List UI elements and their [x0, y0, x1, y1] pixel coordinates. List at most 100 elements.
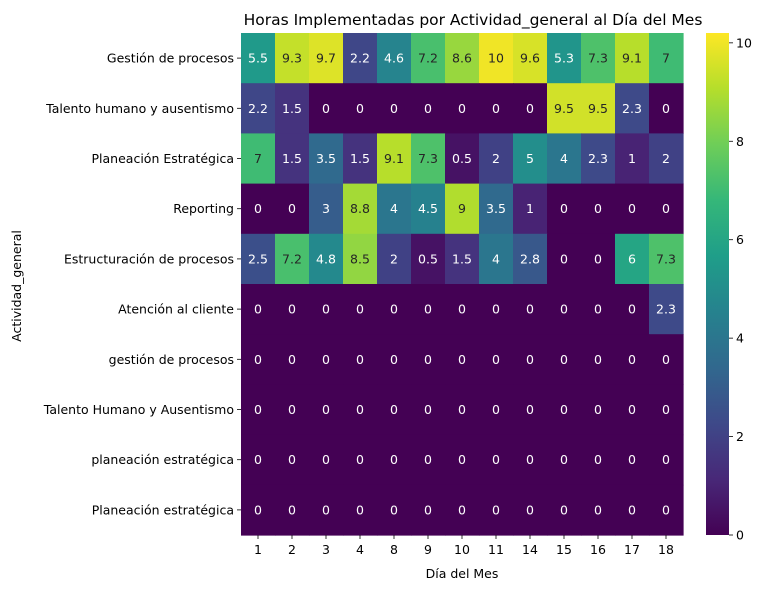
- cell-value-label: 0: [458, 452, 466, 467]
- cell-value-label: 0: [662, 502, 670, 517]
- cell-value-label: 0: [594, 502, 602, 517]
- cell-value-label: 0: [594, 251, 602, 266]
- heatmap-cell: [445, 233, 480, 285]
- heatmap-cell: [309, 334, 344, 385]
- heatmap-cell: [581, 33, 616, 84]
- cell-value-label: 9.5: [554, 101, 574, 116]
- heatmap-cell: [649, 183, 684, 235]
- cell-value-label: 0: [526, 352, 534, 367]
- heatmap-cell: [479, 384, 514, 436]
- heatmap-cell: [547, 434, 582, 486]
- cell-value-label: 0: [322, 352, 330, 367]
- x-tick-label: 15: [556, 542, 572, 557]
- cell-value-label: 0.5: [418, 251, 438, 266]
- heatmap-cell: [445, 384, 480, 436]
- cell-value-label: 2: [662, 151, 670, 166]
- heatmap-cell: [547, 233, 582, 285]
- heatmap-cell: [241, 434, 276, 486]
- cell-value-label: 0: [560, 452, 568, 467]
- heatmap-cell: [615, 434, 650, 486]
- x-tick-label: 8: [390, 542, 398, 557]
- cell-value-label: 0: [628, 402, 636, 417]
- heatmap-cell: [241, 384, 276, 436]
- cell-value-label: 0: [628, 502, 636, 517]
- x-tick-label: 2: [288, 542, 296, 557]
- cell-value-label: 0: [526, 302, 534, 317]
- heatmap-cell: [241, 133, 276, 185]
- cell-value-label: 7.3: [656, 251, 676, 266]
- heatmap-cells: [241, 33, 684, 536]
- cell-value-label: 0: [288, 352, 296, 367]
- heatmap-cell: [615, 33, 650, 84]
- heatmap-cell: [377, 334, 412, 385]
- heatmap-cell: [377, 133, 412, 185]
- cell-value-label: 2.8: [520, 251, 540, 266]
- heatmap-cell: [547, 484, 582, 536]
- cell-value-label: 0: [492, 452, 500, 467]
- heatmap-cell: [649, 133, 684, 185]
- heatmap-cell: [513, 233, 548, 285]
- heatmap-cell: [445, 284, 480, 335]
- heatmap-cell: [581, 83, 616, 134]
- y-tick-label: Gestión de procesos: [107, 51, 234, 66]
- cell-value-label: 0: [424, 352, 432, 367]
- heatmap-cell: [581, 434, 616, 486]
- cell-value-label: 8.5: [350, 251, 370, 266]
- chart-title: Horas Implementadas por Actividad_genera…: [244, 11, 703, 30]
- cell-value-label: 2.3: [656, 302, 676, 317]
- cell-value-label: 5.3: [554, 51, 574, 66]
- heatmap-cell: [547, 33, 582, 84]
- heatmap-cell: [479, 233, 514, 285]
- heatmap-cell: [649, 434, 684, 486]
- cell-value-label: 1: [628, 151, 636, 166]
- cell-value-label: 1.5: [452, 251, 472, 266]
- cell-value-label: 0: [424, 101, 432, 116]
- heatmap-cell: [275, 133, 310, 185]
- heatmap-cell: [309, 484, 344, 536]
- x-tick-label: 10: [454, 542, 470, 557]
- cell-value-label: 7.3: [588, 51, 608, 66]
- heatmap-cell: [377, 484, 412, 536]
- x-tick-label: 1: [254, 542, 262, 557]
- heatmap-cell: [581, 284, 616, 335]
- heatmap-cell: [241, 83, 276, 134]
- heatmap-cell: [513, 284, 548, 335]
- heatmap-cell: [445, 484, 480, 536]
- y-tick-label: planeación estratégica: [91, 452, 234, 467]
- colorbar-tick-label: 0: [736, 528, 744, 543]
- heatmap-cell: [649, 384, 684, 436]
- cell-value-label: 0: [662, 201, 670, 216]
- heatmap-cell: [445, 33, 480, 84]
- heatmap-cell: [241, 233, 276, 285]
- cell-value-label: 0: [526, 452, 534, 467]
- cell-value-label: 0: [356, 101, 364, 116]
- cell-value-label: 2.2: [350, 51, 370, 66]
- cell-value-label: 2.2: [248, 101, 268, 116]
- cell-value-label: 5: [526, 151, 534, 166]
- y-axis-label: Actividad_general: [9, 230, 24, 342]
- cell-value-label: 0: [662, 101, 670, 116]
- heatmap-cell: [411, 434, 446, 486]
- heatmap-cell: [479, 484, 514, 536]
- cell-value-label: 3.5: [486, 201, 506, 216]
- cell-value-label: 1.5: [282, 101, 302, 116]
- x-tick-label: 14: [522, 542, 538, 557]
- cell-value-label: 0: [492, 101, 500, 116]
- heatmap-cell: [241, 484, 276, 536]
- heatmap-cell: [479, 284, 514, 335]
- cell-value-label: 0: [662, 352, 670, 367]
- heatmap-cell: [343, 33, 378, 84]
- cell-value-label: 2: [492, 151, 500, 166]
- cell-value-label: 0: [526, 101, 534, 116]
- heatmap-cell: [479, 33, 514, 84]
- heatmap-cell: [581, 334, 616, 385]
- heatmap-cell: [309, 33, 344, 84]
- heatmap-cell: [343, 484, 378, 536]
- x-tick-label: 18: [658, 542, 674, 557]
- heatmap-cell: [547, 133, 582, 185]
- colorbar-tick-label: 4: [736, 331, 744, 346]
- heatmap-cell: [275, 233, 310, 285]
- heatmap-cell: [479, 133, 514, 185]
- y-tick-label: Talento humano y ausentismo: [45, 101, 234, 116]
- heatmap-cell: [309, 83, 344, 134]
